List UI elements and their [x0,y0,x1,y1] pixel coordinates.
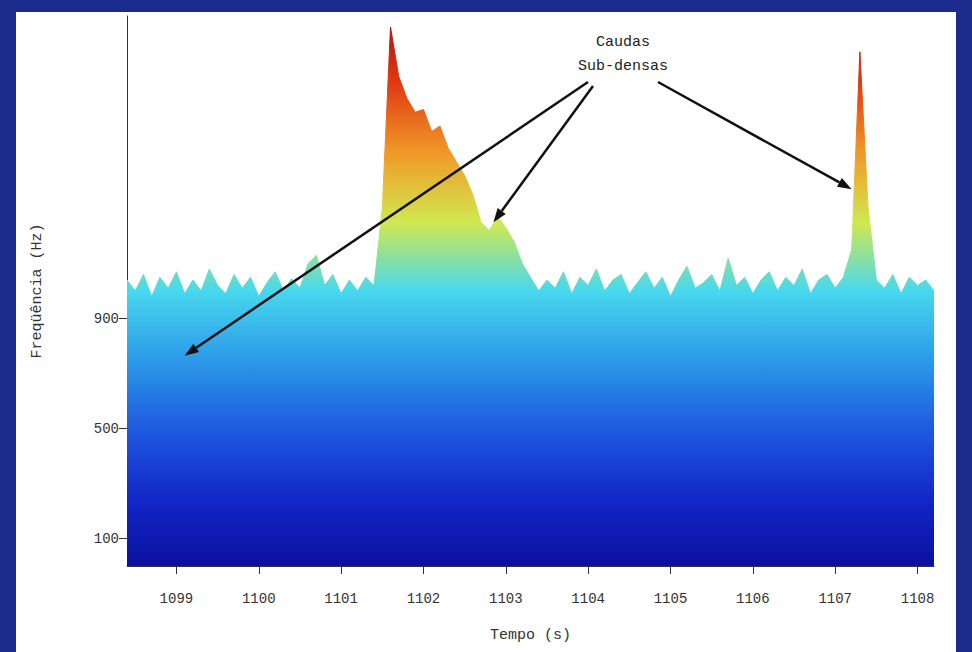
svg-text:1100: 1100 [242,591,276,607]
svg-text:Sub-densas: Sub-densas [578,58,668,75]
svg-text:1106: 1106 [736,591,770,607]
svg-text:100: 100 [94,531,119,547]
svg-text:Freqüência (Hz): Freqüência (Hz) [29,223,46,358]
svg-text:900: 900 [94,311,119,327]
svg-text:Caudas: Caudas [596,34,650,51]
svg-text:1099: 1099 [160,591,194,607]
svg-text:500: 500 [94,421,119,437]
svg-text:1105: 1105 [654,591,688,607]
svg-text:1104: 1104 [571,591,605,607]
svg-text:1108: 1108 [901,591,935,607]
svg-text:1102: 1102 [407,591,441,607]
svg-text:1103: 1103 [489,591,523,607]
svg-text:Tempo (s): Tempo (s) [490,627,571,644]
svg-text:1107: 1107 [818,591,852,607]
svg-text:1101: 1101 [324,591,358,607]
